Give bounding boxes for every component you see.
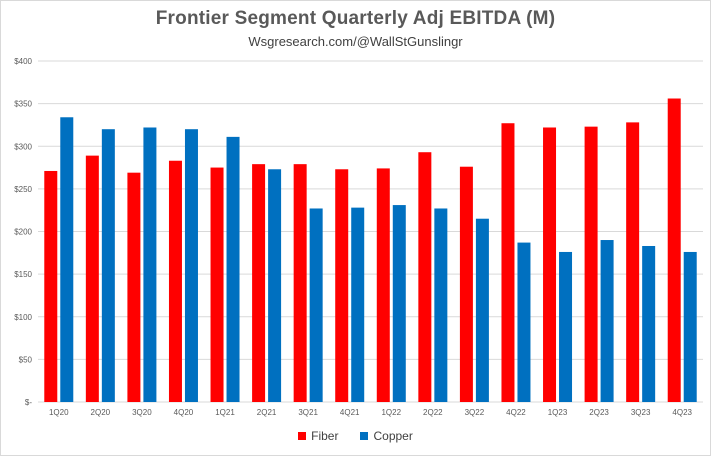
y-tick-label: $400: [14, 57, 32, 66]
legend: Fiber Copper: [0, 429, 711, 443]
bar-fiber-4q21: [335, 169, 349, 402]
x-tick-label-1q23: 1Q23: [548, 408, 568, 417]
bar-copper-1q20: [60, 117, 74, 402]
bar-fiber-1q22: [376, 168, 390, 402]
bar-copper-3q22: [475, 218, 489, 402]
y-tick-label: $-: [25, 398, 32, 407]
x-tick-label-1q20: 1Q20: [49, 408, 69, 417]
x-tick-label-3q22: 3Q22: [465, 408, 485, 417]
y-tick-label: $200: [14, 228, 32, 237]
bar-copper-1q23: [559, 251, 573, 402]
x-tick-label-1q21: 1Q21: [215, 408, 235, 417]
bar-fiber-3q22: [459, 166, 473, 402]
bar-fiber-1q20: [44, 170, 58, 402]
bar-copper-3q20: [143, 127, 157, 403]
legend-label-copper: Copper: [373, 429, 413, 443]
x-tick-label-4q23: 4Q23: [672, 408, 692, 417]
x-tick-label-2q20: 2Q20: [91, 408, 111, 417]
x-tick-label-3q23: 3Q23: [631, 408, 651, 417]
y-tick-label: $50: [19, 355, 33, 364]
bar-fiber-2q23: [584, 126, 598, 402]
bar-copper-2q23: [600, 240, 614, 402]
x-axis: 1Q20 2Q20 3Q20 4Q20 1Q21 2Q21 3Q21 4Q21 1Q22 2Q22…: [49, 408, 693, 417]
y-tick-label: $150: [14, 270, 32, 279]
bar-copper-3q21: [309, 208, 323, 402]
bar-fiber-1q23: [543, 127, 557, 403]
legend-item-fiber: Fiber: [298, 429, 338, 443]
bar-copper-4q22: [517, 242, 531, 402]
y-tick-label: $350: [14, 100, 32, 109]
bar-fiber-1q21: [210, 167, 224, 402]
y-axis: $- $50 $100 $150 $200 $250 $300 $350 $400: [14, 57, 32, 407]
bar-copper-1q21: [226, 136, 240, 402]
bar-copper-1q22: [392, 205, 406, 402]
x-tick-label-4q22: 4Q22: [506, 408, 526, 417]
legend-item-copper: Copper: [360, 429, 413, 443]
x-tick-label-3q21: 3Q21: [298, 408, 318, 417]
bar-fiber-2q20: [85, 155, 99, 402]
x-tick-label-4q20: 4Q20: [174, 408, 194, 417]
bars: [44, 98, 697, 403]
chart-title: Frontier Segment Quarterly Adj EBITDA (M…: [155, 8, 556, 29]
bar-copper-4q21: [351, 207, 365, 402]
bar-copper-2q22: [434, 208, 448, 402]
x-tick-label-2q22: 2Q22: [423, 408, 443, 417]
bar-copper-2q20: [101, 129, 115, 402]
legend-swatch-fiber: [298, 432, 307, 440]
y-tick-label: $300: [14, 142, 32, 151]
bar-fiber-3q20: [127, 172, 141, 402]
bar-copper-4q20: [184, 129, 198, 402]
x-tick-label-3q20: 3Q20: [132, 408, 152, 417]
x-tick-label-4q21: 4Q21: [340, 408, 360, 417]
chart-subtitle: Wsgresearch.com/@WallStGunslingr: [248, 34, 463, 49]
bar-fiber-3q23: [626, 122, 640, 402]
y-tick-label: $100: [14, 313, 32, 322]
bar-fiber-4q20: [168, 160, 182, 402]
bar-fiber-3q21: [293, 164, 307, 402]
bar-fiber-4q23: [667, 98, 681, 402]
x-tick-label-1q22: 1Q22: [381, 408, 401, 417]
bar-copper-4q23: [683, 251, 697, 402]
y-tick-label: $250: [14, 185, 32, 194]
legend-swatch-copper: [360, 432, 369, 440]
x-tick-label-2q21: 2Q21: [257, 408, 277, 417]
bar-copper-2q21: [268, 169, 282, 402]
x-tick-label-2q23: 2Q23: [589, 408, 609, 417]
bar-copper-3q23: [642, 245, 656, 402]
bar-fiber-2q21: [252, 164, 266, 402]
bar-fiber-2q22: [418, 152, 432, 402]
legend-label-fiber: Fiber: [311, 429, 339, 443]
bar-fiber-4q22: [501, 123, 515, 403]
